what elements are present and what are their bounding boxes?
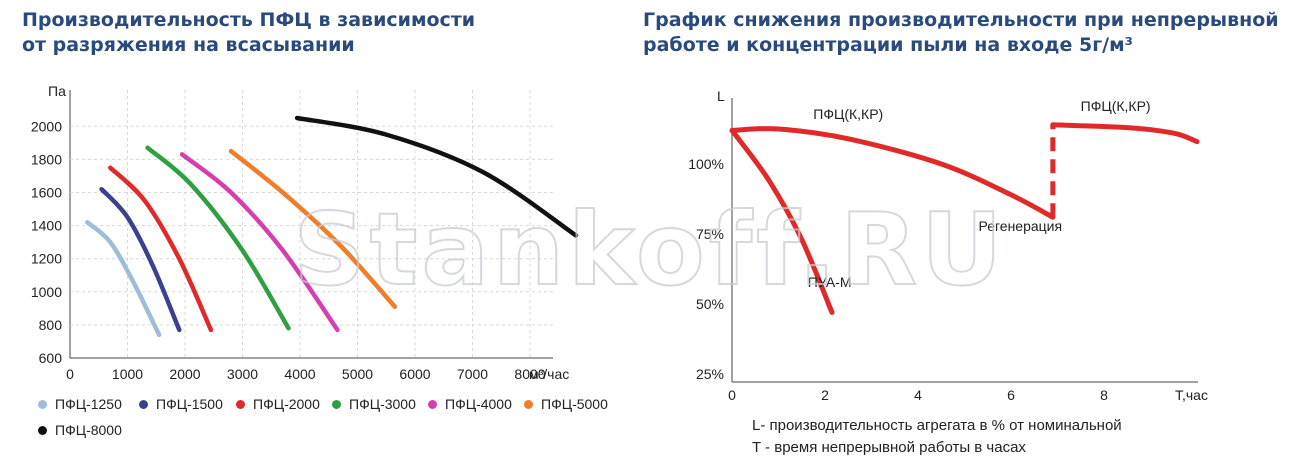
legend-swatch bbox=[236, 399, 245, 409]
legend-label: ПФЦ-5000 bbox=[541, 396, 608, 412]
left-y-tick-label: 1200 bbox=[31, 251, 62, 267]
right-series-line-1 bbox=[1050, 122, 1200, 145]
right-series-line-2 bbox=[729, 127, 835, 315]
legend-item-ПФЦ-4000: ПФЦ-4000 bbox=[428, 396, 512, 412]
right-x-tick-label: 4 bbox=[914, 387, 922, 403]
right-annotation: ПФЦ(К,КР) bbox=[1081, 98, 1151, 114]
legend-swatch bbox=[332, 399, 341, 409]
left-x-tick-label: 3000 bbox=[227, 366, 258, 382]
left-y-tick-label: 1400 bbox=[31, 218, 62, 234]
legend-swatch bbox=[428, 399, 437, 409]
left-y-tick-label: 1600 bbox=[31, 185, 62, 201]
series-line-ПФЦ-4000 bbox=[179, 152, 340, 333]
right-x-tick-label: 8 bbox=[1100, 387, 1108, 403]
left-y-tick-label: 600 bbox=[39, 350, 63, 366]
left-x-tick-label: 4000 bbox=[284, 366, 315, 382]
right-x-label: Т,час bbox=[1175, 387, 1208, 403]
left-x-tick-label: 5000 bbox=[342, 366, 373, 382]
legend-label: ПФЦ-4000 bbox=[445, 396, 512, 412]
series-line-ПФЦ-1500 bbox=[99, 186, 182, 333]
left-chart-title-line1: Производительность ПФЦ в зависимости bbox=[22, 9, 476, 31]
right-annotation: Регенерация bbox=[978, 218, 1062, 234]
right-y-tick-label: 75% bbox=[696, 226, 724, 242]
right-chart-title-line1: График снижения производительности при н… bbox=[643, 9, 1279, 31]
left-y-tick-label: 1000 bbox=[31, 284, 62, 300]
series-line-ПФЦ-8000 bbox=[294, 115, 579, 238]
legend-label: ПФЦ-1250 bbox=[55, 396, 122, 412]
left-x-tick-label: 6000 bbox=[399, 366, 430, 382]
right-annotation: ПФЦ(К,КР) bbox=[813, 106, 883, 122]
left-x-tick-label: 2000 bbox=[169, 366, 200, 382]
legend-swatch bbox=[38, 425, 47, 435]
right-annotation: ПУА-М bbox=[808, 274, 852, 290]
legend-item-ПФЦ-3000: ПФЦ-3000 bbox=[332, 396, 416, 412]
left-chart-title-line2: от разряжения на всасывании bbox=[22, 34, 355, 56]
legend-item-ПФЦ-2000: ПФЦ-2000 bbox=[236, 396, 320, 412]
right-y-label: L bbox=[717, 88, 725, 104]
right-series-line-0 bbox=[729, 126, 1056, 220]
right-x-tick-label: 6 bbox=[1007, 387, 1015, 403]
legend-item-ПФЦ-1500: ПФЦ-1500 bbox=[139, 396, 223, 412]
left-y-tick-label: 2000 bbox=[31, 118, 62, 134]
right-x-tick-label: 2 bbox=[821, 387, 829, 403]
legend-swatch bbox=[524, 399, 533, 409]
left-x-tick-label: 7000 bbox=[457, 366, 488, 382]
series-line-ПФЦ-3000 bbox=[145, 145, 291, 331]
left-x-label: м³/час bbox=[529, 366, 569, 382]
right-x-tick-label: 0 bbox=[728, 387, 736, 403]
legend-swatch bbox=[139, 399, 148, 409]
legend-swatch bbox=[38, 399, 47, 409]
left-y-tick-label: 800 bbox=[39, 317, 63, 333]
right-y-tick-label: 100% bbox=[688, 156, 724, 172]
legend-label: ПФЦ-3000 bbox=[349, 396, 416, 412]
legend-item-ПФЦ-1250: ПФЦ-1250 bbox=[38, 396, 122, 412]
series-line-ПФЦ-5000 bbox=[228, 148, 398, 309]
series-line-ПФЦ-1250 bbox=[85, 220, 162, 338]
legend-label: ПФЦ-8000 bbox=[55, 422, 122, 438]
watermark-text: Stankoff.RU bbox=[294, 191, 1007, 308]
left-y-tick-label: 1800 bbox=[31, 151, 62, 167]
right-y-tick-label: 50% bbox=[696, 296, 724, 312]
note-l-definition: L- производительность агрегата в % от но… bbox=[752, 417, 1122, 434]
series-line-ПФЦ-2000 bbox=[108, 165, 214, 333]
note-t-definition: T - время непрерывной работы в часах bbox=[752, 439, 1026, 456]
left-x-tick-label: 1000 bbox=[112, 366, 143, 382]
legend-label: ПФЦ-2000 bbox=[253, 396, 320, 412]
left-x-tick-label: 8000 bbox=[514, 366, 545, 382]
legend-item-ПФЦ-5000: ПФЦ-5000 bbox=[524, 396, 608, 412]
left-x-tick-label: 0 bbox=[66, 366, 74, 382]
right-chart-title-line2: работе и концентрации пыли на входе 5г/м… bbox=[643, 34, 1133, 56]
legend-label: ПФЦ-1500 bbox=[156, 396, 223, 412]
legend-item-ПФЦ-8000: ПФЦ-8000 bbox=[38, 422, 122, 438]
right-y-tick-label: 25% bbox=[696, 366, 724, 382]
left-y-label: Па bbox=[48, 83, 66, 99]
